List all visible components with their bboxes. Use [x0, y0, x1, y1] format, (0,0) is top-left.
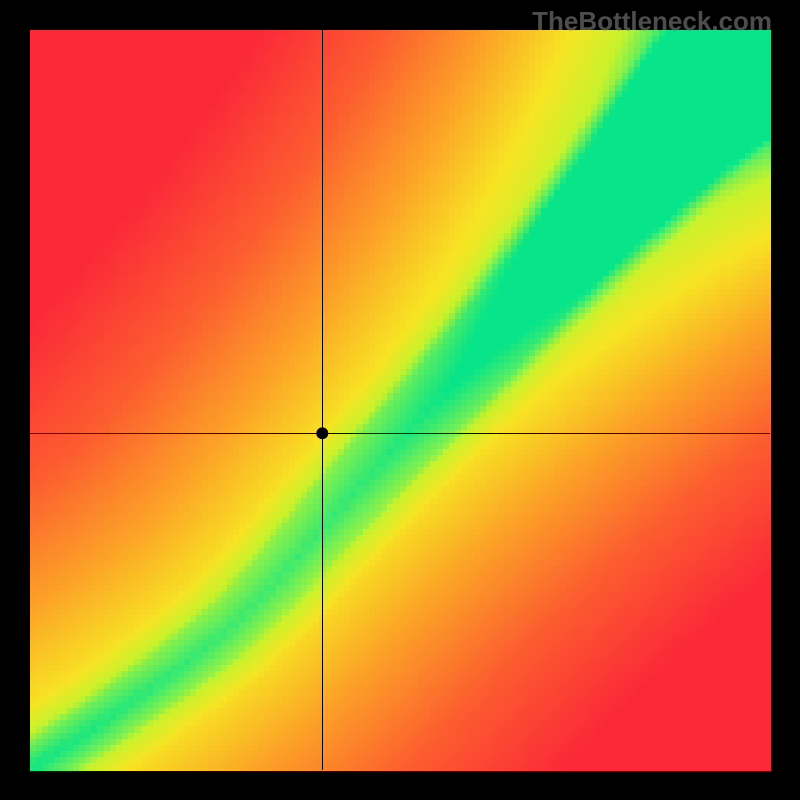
- bottleneck-heatmap: [0, 0, 800, 800]
- chart-container: TheBottleneck.com: [0, 0, 800, 800]
